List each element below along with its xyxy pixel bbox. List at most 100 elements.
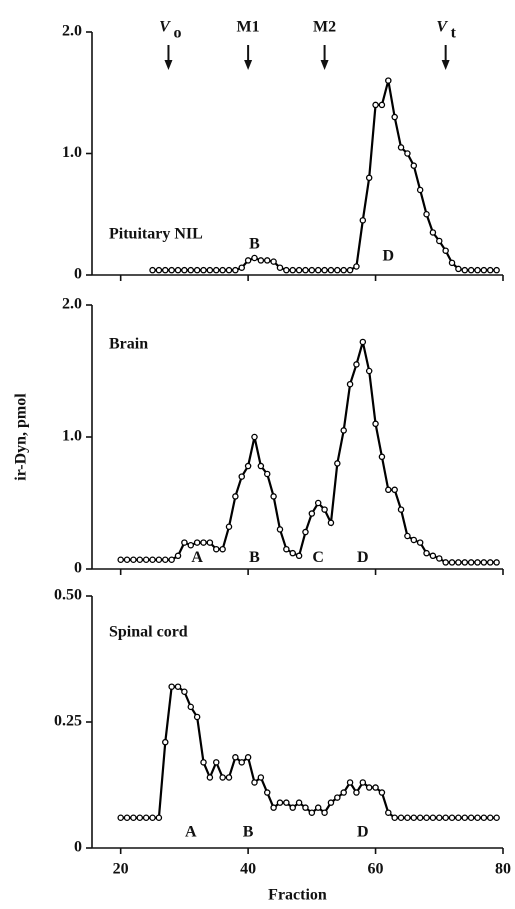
data-point (314, 804, 322, 811)
data-point (467, 266, 475, 274)
peak-label: B (249, 235, 260, 252)
x-axis-label: Fraction (268, 887, 327, 904)
marker-label: M2 (313, 19, 336, 36)
data-point (244, 462, 252, 470)
data-point (149, 266, 156, 274)
data-point (455, 559, 462, 566)
data-point (200, 539, 207, 546)
data-point (442, 814, 449, 822)
data-point (295, 266, 303, 274)
data-point (270, 804, 277, 811)
data-point (308, 510, 316, 517)
peak-label: A (191, 549, 203, 566)
data-point (391, 486, 398, 494)
data-point (423, 814, 430, 822)
data-point (162, 266, 169, 274)
data-point (168, 266, 175, 274)
data-point (448, 814, 456, 822)
data-point (493, 814, 500, 822)
x-tick-label: 40 (240, 861, 256, 878)
data-point (174, 683, 182, 690)
data-point (359, 338, 367, 346)
data-point (359, 217, 367, 224)
y-tick-label: 1.0 (62, 428, 82, 445)
data-point (321, 506, 328, 513)
data-point (219, 266, 226, 274)
data-point (327, 266, 335, 274)
data-point (187, 266, 195, 274)
y-axis-label: ir-Dyn, pmol (13, 393, 30, 481)
data-point (416, 814, 424, 822)
data-point (397, 506, 405, 513)
data-point (372, 784, 379, 791)
data-point (283, 266, 290, 274)
data-point (346, 266, 354, 274)
data-point (461, 266, 469, 274)
y-tick-label: 1.0 (62, 144, 82, 161)
data-point (213, 759, 220, 766)
data-point (251, 779, 258, 786)
data-point (442, 559, 449, 566)
x-tick-label: 80 (495, 861, 511, 878)
data-point (302, 266, 309, 274)
data-point (404, 532, 411, 540)
data-point (206, 266, 214, 274)
data-line (120, 341, 497, 564)
x-tick-label: 60 (368, 861, 384, 878)
data-point (187, 703, 195, 711)
data-point (480, 814, 488, 822)
y-tick-label: 0 (74, 560, 82, 577)
panel-title: Spinal cord (109, 624, 188, 641)
data-point (321, 809, 328, 816)
data-point (174, 552, 182, 560)
data-point (174, 266, 182, 274)
data-point (162, 738, 169, 746)
data-point (455, 265, 462, 273)
data-point (117, 814, 124, 822)
data-point (155, 556, 163, 564)
data-point (391, 814, 398, 822)
data-point (378, 789, 386, 796)
data-point (416, 186, 424, 194)
data-point (346, 380, 354, 388)
data-point (308, 809, 316, 816)
data-point (270, 493, 277, 500)
y-tick-label: 0 (74, 266, 82, 283)
data-point (142, 814, 150, 822)
panel-title: Pituitary NIL (109, 226, 203, 243)
data-point (372, 101, 379, 109)
data-point (467, 559, 475, 566)
data-point (410, 536, 418, 544)
data-point (251, 433, 258, 441)
data-point (123, 814, 131, 822)
data-point (225, 266, 233, 274)
data-point (187, 541, 195, 549)
data-point (436, 237, 443, 245)
data-point (410, 162, 418, 169)
y-tick-label: 2.0 (62, 296, 82, 313)
y-tick-label: 0.25 (54, 713, 82, 730)
data-point (334, 266, 341, 274)
data-point (238, 264, 245, 271)
data-point (289, 549, 296, 557)
data-point (404, 814, 411, 822)
data-point (340, 789, 347, 796)
data-point (487, 266, 494, 274)
data-point (302, 804, 309, 811)
y-tick-label: 0 (74, 839, 82, 856)
data-point (448, 259, 456, 267)
data-point (149, 556, 156, 564)
data-point (308, 266, 316, 274)
data-point (365, 367, 373, 375)
data-point (225, 523, 233, 531)
data-point (372, 420, 379, 428)
data-point (206, 774, 214, 781)
x-tick-label: 20 (113, 861, 129, 878)
data-point (340, 266, 347, 274)
data-point (200, 266, 207, 274)
data-point (238, 759, 245, 766)
data-point (219, 545, 226, 553)
data-point (257, 462, 265, 470)
data-point (263, 789, 271, 796)
